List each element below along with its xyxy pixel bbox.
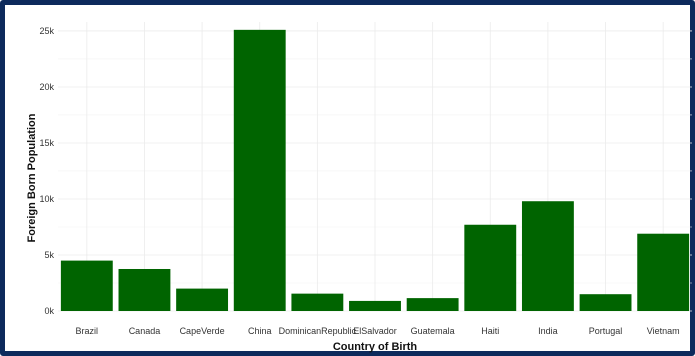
y-tick-label: 15k [39, 138, 54, 148]
bar-brazil [60, 260, 113, 311]
y-axis-ticks: 0k 5k 10k 15k 20k 25k [39, 26, 54, 316]
y-tick-label: 5k [44, 250, 54, 260]
x-tick-label: CapeVerde [180, 326, 225, 336]
x-tick-label: Vietnam [647, 326, 680, 336]
x-tick-label: China [248, 326, 272, 336]
bar-guatemala [406, 298, 459, 311]
x-tick-label: Portugal [589, 326, 623, 336]
bar-vietnam [637, 233, 690, 311]
y-axis-title: Foreign Born Population [26, 113, 38, 242]
bar-capeverde [176, 288, 229, 311]
x-tick-label: Haiti [481, 326, 499, 336]
x-tick-label: Brazil [76, 326, 99, 336]
bar-elsalvador [349, 300, 401, 311]
x-tick-label: Canada [129, 326, 161, 336]
y-tick-label: 10k [39, 194, 54, 204]
bar-china [233, 29, 286, 311]
x-axis-title: Country of Birth [333, 341, 418, 353]
grid-lines [58, 22, 692, 312]
x-tick-label: Guatemala [411, 326, 455, 336]
bar-dominicanrepublic [291, 293, 344, 311]
x-axis-ticks: Brazil Canada CapeVerde China DominicanRepub… [76, 326, 680, 336]
x-tick-label: ElSalvador [353, 326, 397, 336]
bar-canada [118, 268, 171, 311]
y-tick-label: 25k [39, 26, 54, 36]
x-tick-label: DominicanRepublic [279, 326, 357, 336]
bar-portugal [579, 294, 632, 311]
bar-haiti [464, 224, 517, 311]
bar-india [521, 201, 574, 311]
x-tick-label: India [538, 326, 558, 336]
y-tick-label: 20k [39, 82, 54, 92]
bars [60, 29, 690, 311]
y-tick-label: 0k [44, 306, 54, 316]
